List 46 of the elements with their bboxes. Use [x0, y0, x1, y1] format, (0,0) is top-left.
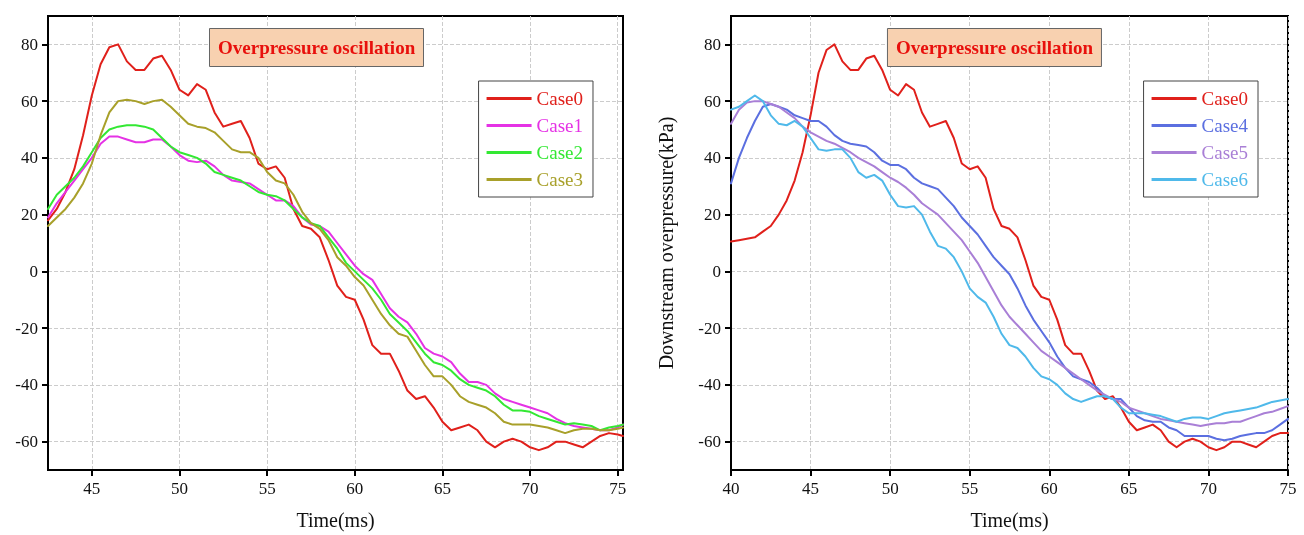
- legend-label: Case4: [1201, 115, 1249, 136]
- x-tick-label: 75: [1279, 479, 1297, 498]
- x-axis-title: Time(ms): [970, 509, 1049, 532]
- x-tick-label: 60: [346, 479, 364, 498]
- legend-label: Case3: [536, 169, 583, 190]
- text: Overpressure oscillation: [895, 37, 1094, 58]
- y-tick-label: 40: [21, 148, 38, 168]
- x-tick-label: 60: [1040, 479, 1058, 498]
- y-axis-title: Downstream overpressure(kPa): [655, 116, 678, 370]
- y-tick-label: 80: [704, 34, 721, 54]
- y-tick-label: -40: [15, 375, 38, 395]
- y-tick-label: -20: [15, 318, 38, 338]
- x-tick-label: 70: [1199, 479, 1217, 498]
- x-tick-label: 75: [609, 479, 627, 498]
- x-tick-label: 40: [722, 479, 740, 498]
- y-tick-label: 0: [712, 261, 721, 281]
- y-tick-label: 20: [704, 205, 721, 225]
- x-tick-label: 70: [521, 479, 539, 498]
- line-series: [47, 43, 624, 452]
- x-tick-label: 45: [802, 479, 820, 498]
- y-tick-label: 20: [21, 205, 38, 225]
- legend-label: Case2: [536, 142, 583, 163]
- legend-label: Case0: [536, 88, 583, 109]
- text: Overpressure oscillation: [218, 37, 416, 58]
- legend-label: Case1: [536, 115, 583, 136]
- y-tick-label: 40: [704, 148, 721, 168]
- y-tick-label: 60: [21, 91, 38, 111]
- x-tick-label: 50: [881, 479, 899, 498]
- x-tick-label: 55: [961, 479, 979, 498]
- line-series: [730, 43, 1289, 452]
- y-tick-label: -20: [698, 318, 721, 338]
- legend-label: Case5: [1201, 142, 1248, 163]
- x-tick-label: 45: [83, 479, 101, 498]
- x-axis-title: Time(ms): [296, 509, 375, 532]
- y-tick-label: -60: [698, 432, 721, 452]
- x-tick-label: 65: [1120, 479, 1138, 498]
- legend-label: Case6: [1201, 169, 1248, 190]
- y-tick-label: 80: [21, 34, 38, 54]
- legend-label: Case0: [1201, 88, 1248, 109]
- y-tick-label: -60: [15, 432, 38, 452]
- x-tick-label: 55: [258, 479, 276, 498]
- y-tick-label: -40: [698, 375, 721, 395]
- x-tick-label: 65: [433, 479, 451, 498]
- y-tick-label: 0: [29, 261, 38, 281]
- x-tick-label: 50: [170, 479, 188, 498]
- y-tick-label: 60: [704, 91, 721, 111]
